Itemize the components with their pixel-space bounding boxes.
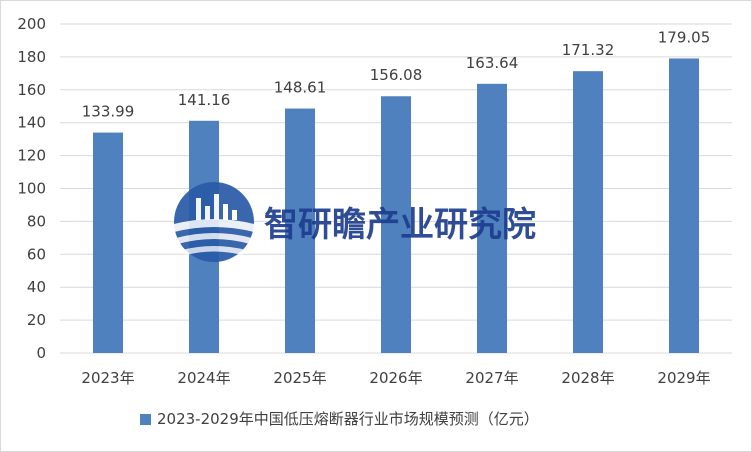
bar [285, 108, 315, 353]
bar [477, 83, 507, 354]
y-tick-label: 100 [17, 180, 46, 198]
data-label: 156.08 [370, 66, 423, 84]
x-tick-label: 2026年 [369, 369, 422, 387]
data-label: 148.61 [274, 79, 327, 97]
y-tick-label: 140 [17, 114, 46, 132]
y-tick-label: 200 [17, 15, 46, 33]
y-tick-label: 80 [27, 212, 46, 230]
x-tick-label: 2027年 [465, 369, 518, 387]
bar [573, 71, 603, 354]
data-labels: 133.99 141.16 148.61 156.08 163.64 171.32 179.… [82, 28, 711, 120]
legend-label: 2023-2029年中国低压熔断器行业市场规模预测（亿元） [157, 410, 539, 428]
y-tick-label: 60 [27, 245, 46, 263]
bar [381, 96, 411, 353]
gridlines [60, 23, 732, 354]
data-label: 171.32 [562, 41, 615, 59]
legend: 2023-2029年中国低压熔断器行业市场规模预测（亿元） [140, 410, 539, 428]
zhiyanzhan-logo-icon [174, 182, 254, 262]
watermark: 智研瞻产业研究院 [174, 182, 536, 262]
y-tick-label: 120 [17, 147, 46, 165]
bar [93, 132, 123, 353]
x-tick-label: 2028年 [561, 369, 614, 387]
x-tick-label: 2029年 [657, 369, 710, 387]
data-label: 179.05 [658, 28, 711, 46]
x-axis-ticks: 2023年 2024年 2025年 2026年 2027年 2028年 2029年 [81, 369, 710, 387]
legend-swatch [140, 414, 151, 425]
y-tick-label: 20 [27, 311, 46, 329]
data-label: 163.64 [466, 54, 519, 72]
data-label: 141.16 [178, 91, 231, 109]
watermark-text: 智研瞻产业研究院 [264, 205, 536, 245]
x-tick-label: 2024年 [177, 369, 230, 387]
y-axis-ticks: 0 20 40 60 80 100 120 140 160 180 200 [17, 15, 46, 362]
bar [669, 58, 699, 354]
y-tick-label: 160 [17, 81, 46, 99]
y-tick-label: 40 [27, 278, 46, 296]
x-tick-label: 2023年 [81, 369, 134, 387]
y-tick-label: 0 [36, 344, 46, 362]
y-tick-label: 180 [17, 48, 46, 66]
data-label: 133.99 [82, 103, 135, 121]
x-tick-label: 2025年 [273, 369, 326, 387]
bars [93, 58, 699, 354]
